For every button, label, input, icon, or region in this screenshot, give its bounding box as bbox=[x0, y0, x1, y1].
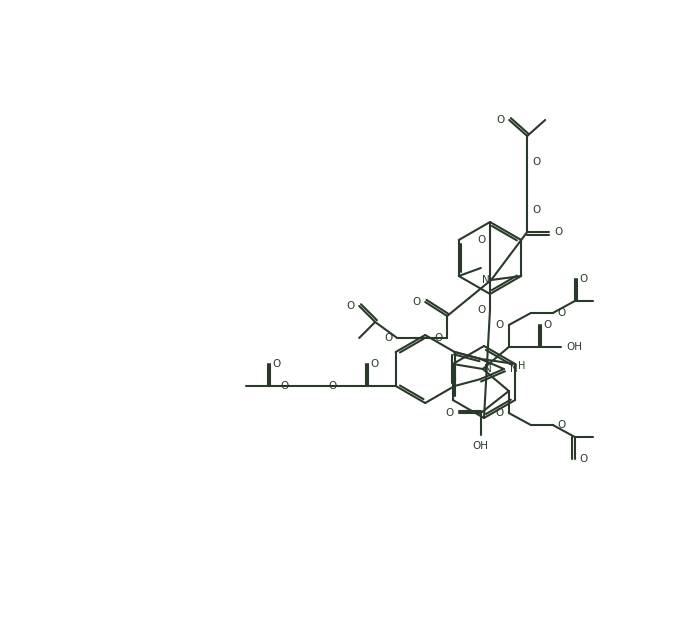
Text: O: O bbox=[496, 320, 504, 330]
Text: N: N bbox=[510, 364, 518, 374]
Text: O: O bbox=[328, 381, 337, 391]
Text: OH: OH bbox=[567, 342, 583, 352]
Text: O: O bbox=[477, 305, 485, 315]
Text: O: O bbox=[384, 333, 393, 343]
Text: O: O bbox=[412, 297, 420, 307]
Text: O: O bbox=[532, 205, 540, 215]
Text: H: H bbox=[518, 361, 525, 371]
Text: O: O bbox=[477, 235, 485, 245]
Text: O: O bbox=[532, 157, 540, 167]
Text: O: O bbox=[346, 301, 354, 311]
Text: O: O bbox=[273, 359, 281, 369]
Text: O: O bbox=[554, 227, 562, 237]
Text: O: O bbox=[280, 381, 289, 391]
Text: O: O bbox=[580, 274, 588, 284]
Text: O: O bbox=[544, 320, 552, 330]
Text: O: O bbox=[557, 308, 566, 318]
Text: O: O bbox=[496, 115, 504, 125]
Text: O: O bbox=[446, 408, 454, 418]
Text: N: N bbox=[482, 275, 490, 285]
Text: O: O bbox=[496, 408, 504, 418]
Text: O: O bbox=[371, 359, 379, 369]
Text: O: O bbox=[557, 420, 566, 430]
Text: O: O bbox=[580, 454, 588, 464]
Text: N: N bbox=[484, 364, 492, 374]
Text: O: O bbox=[434, 333, 443, 343]
Text: OH: OH bbox=[473, 441, 489, 451]
